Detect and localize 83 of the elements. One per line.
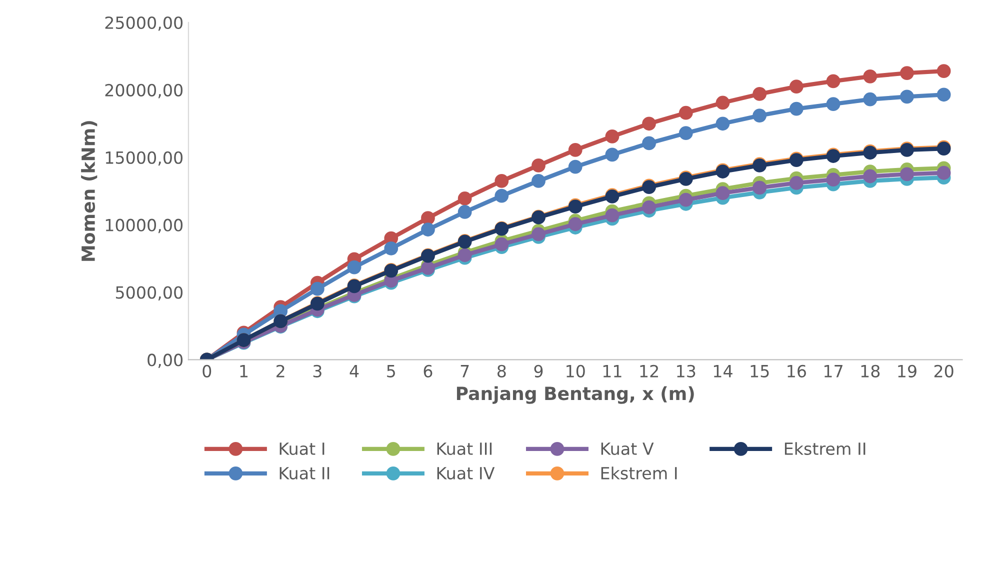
legend-label: Kuat II	[280, 467, 330, 480]
point	[347, 260, 362, 274]
x-tick-label: 13	[677, 364, 696, 378]
x-tick-label: 11	[603, 365, 622, 378]
point	[716, 186, 730, 200]
point	[900, 167, 914, 182]
x-tick-label: 19	[898, 364, 916, 378]
x-axis-title: Panjang Bentang, x (m)	[456, 386, 694, 404]
point	[678, 126, 693, 140]
y-tick-label: 15000,00	[106, 151, 183, 166]
point	[568, 217, 582, 232]
point	[642, 200, 656, 214]
point	[532, 227, 546, 242]
x-tick-label: 5	[387, 365, 395, 378]
legend-label: Kuat I	[280, 442, 324, 456]
point	[642, 136, 656, 150]
x-tick-label: 4	[350, 365, 359, 378]
point	[642, 116, 656, 131]
point	[458, 192, 472, 206]
x-tick-label: 18	[861, 364, 880, 378]
y-axis-title: Momen (kNm)	[81, 121, 98, 261]
point	[936, 166, 951, 180]
point	[752, 108, 767, 122]
point	[605, 208, 620, 222]
legend-label: Kuat IV	[437, 467, 495, 480]
point	[936, 88, 951, 102]
point	[532, 158, 546, 172]
x-tick-label: 14	[714, 365, 732, 378]
y-tick-label: 5000,00	[116, 286, 183, 301]
y-tick-label: 25000,00	[105, 16, 183, 31]
x-tick-label: 0	[202, 364, 212, 378]
point	[384, 241, 398, 256]
point	[605, 148, 620, 162]
point	[789, 80, 804, 94]
x-tick-label: 16	[788, 364, 806, 378]
y-tick-label: 10000,00	[106, 218, 183, 234]
x-tick-label: 7	[460, 365, 469, 378]
point	[789, 102, 804, 116]
point	[900, 90, 914, 104]
legend-label: Kuat V	[601, 442, 654, 456]
point	[826, 172, 840, 187]
x-tick-label: 12	[640, 364, 658, 378]
point	[716, 116, 730, 131]
point	[752, 180, 767, 195]
legend-label: Ekstrem II	[784, 442, 866, 456]
point	[421, 222, 435, 236]
legend-label: Kuat III	[437, 442, 492, 456]
x-tick-label: 1	[240, 365, 248, 378]
point	[532, 174, 546, 188]
point	[863, 69, 878, 84]
x-tick-label: 3	[313, 364, 322, 378]
point	[826, 74, 840, 88]
y-tick-label: 0,00	[148, 354, 183, 368]
point	[494, 174, 509, 188]
x-tick-label: 6	[424, 364, 432, 378]
point	[936, 64, 951, 78]
point	[678, 192, 693, 207]
legend-label: Ekstrem I	[601, 466, 677, 480]
point	[310, 282, 324, 296]
point	[605, 130, 620, 144]
x-tick-label: 9	[534, 364, 543, 378]
point	[826, 97, 840, 112]
y-tick-label: 20000,00	[105, 84, 183, 98]
point	[900, 66, 914, 80]
point	[863, 92, 878, 106]
point	[678, 106, 693, 120]
point	[568, 160, 582, 174]
point	[568, 142, 582, 157]
x-tick-label: 2	[276, 364, 284, 378]
x-tick-label: 8	[497, 364, 506, 378]
x-tick-label: 20	[934, 364, 954, 378]
point	[494, 237, 509, 252]
x-tick-label: 10	[566, 364, 585, 378]
point	[716, 96, 730, 110]
point	[494, 188, 509, 203]
point	[458, 205, 472, 219]
x-tick-label: 15	[750, 365, 769, 378]
point	[863, 169, 878, 184]
point	[752, 87, 767, 101]
point	[421, 211, 435, 225]
point	[789, 176, 804, 190]
x-tick-label: 17	[824, 365, 842, 378]
point	[458, 248, 472, 262]
